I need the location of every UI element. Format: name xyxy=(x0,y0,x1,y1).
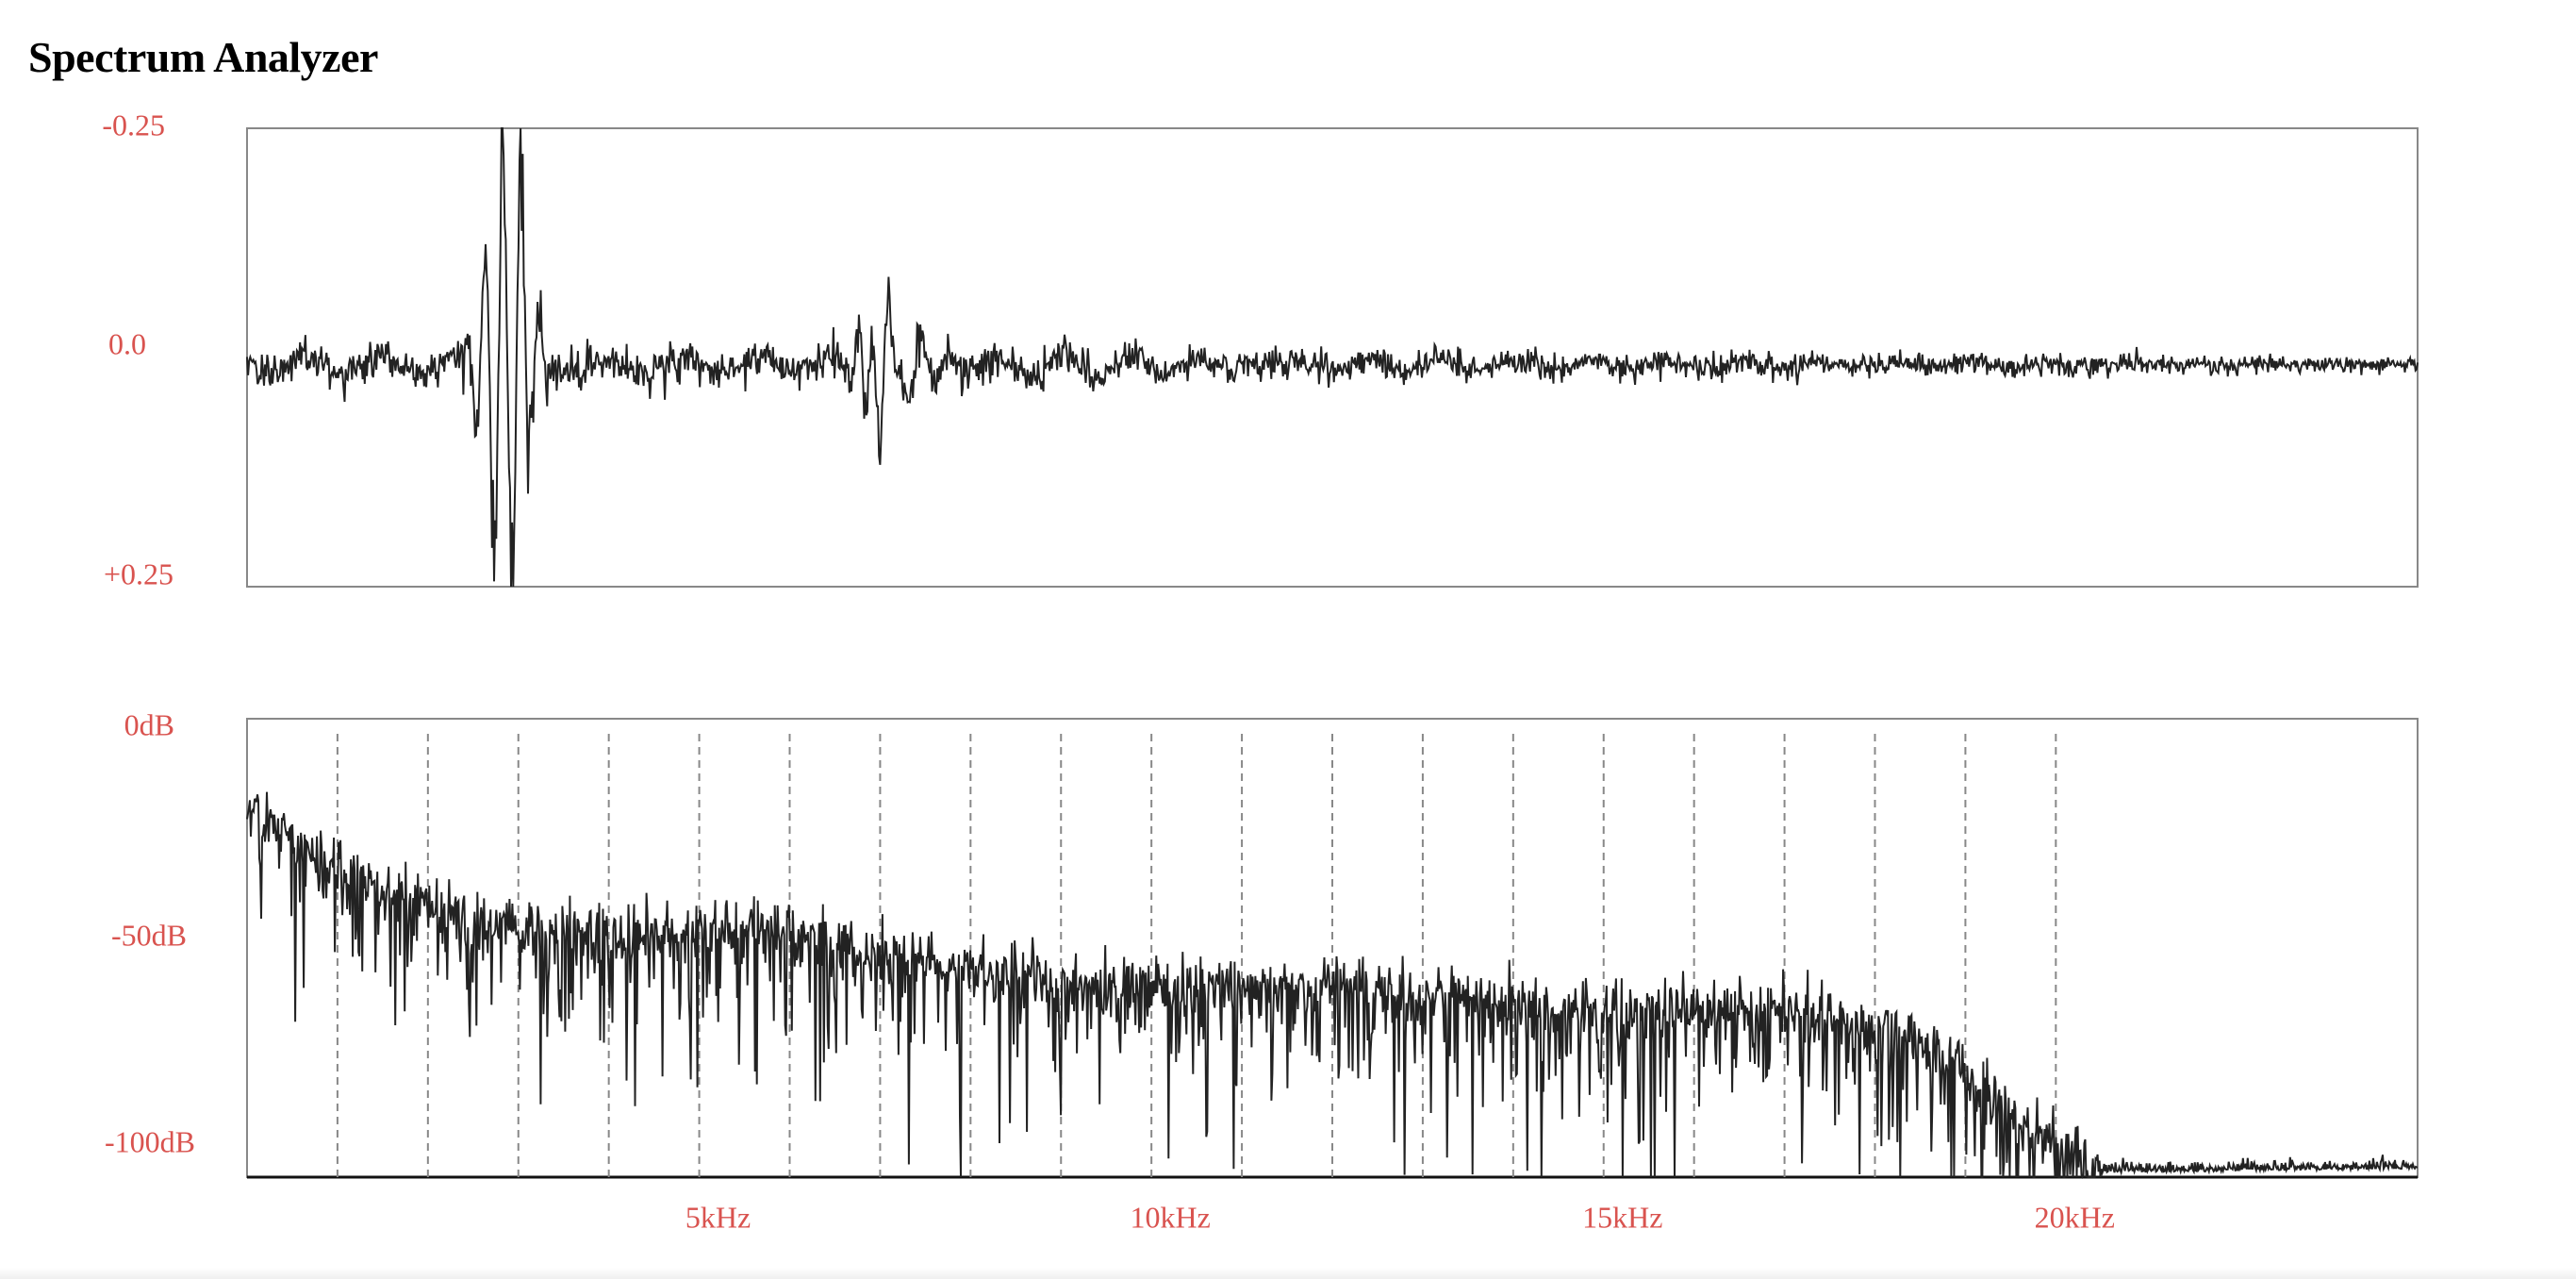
spectrum-trace xyxy=(246,791,2419,1180)
waveform-ytick-label: +0.25 xyxy=(104,556,173,590)
spectrum-xtick-label: 10kHz xyxy=(1131,1200,1211,1234)
waveform-ytick-label: -0.25 xyxy=(102,108,165,141)
spectrum-xtick-labels: 5kHz 10kHz 15kHz 20kHz xyxy=(685,1200,2115,1234)
spectrum-ytick-label: -50dB xyxy=(111,918,187,952)
spectrum-ytick-label: -100dB xyxy=(105,1124,195,1158)
spectrum-ytick-label: 0dB xyxy=(124,707,174,741)
bottom-shadow xyxy=(0,1268,2576,1279)
spectrum-xtick-label: 5kHz xyxy=(685,1200,751,1234)
spectrum-chart: 0dB -50dB -100dB 5kHz 10kHz 15kHz 20kHz xyxy=(105,707,2419,1234)
waveform-ytick-label: 0.0 xyxy=(108,326,146,360)
waveform-trace xyxy=(246,127,2419,588)
spectrum-xtick-label: 15kHz xyxy=(1582,1200,1662,1234)
spectrum-xtick-label: 20kHz xyxy=(2035,1200,2115,1234)
page-title: Spectrum Analyzer xyxy=(28,33,378,81)
waveform-chart: -0.25 0.0 +0.25 xyxy=(102,108,2419,590)
